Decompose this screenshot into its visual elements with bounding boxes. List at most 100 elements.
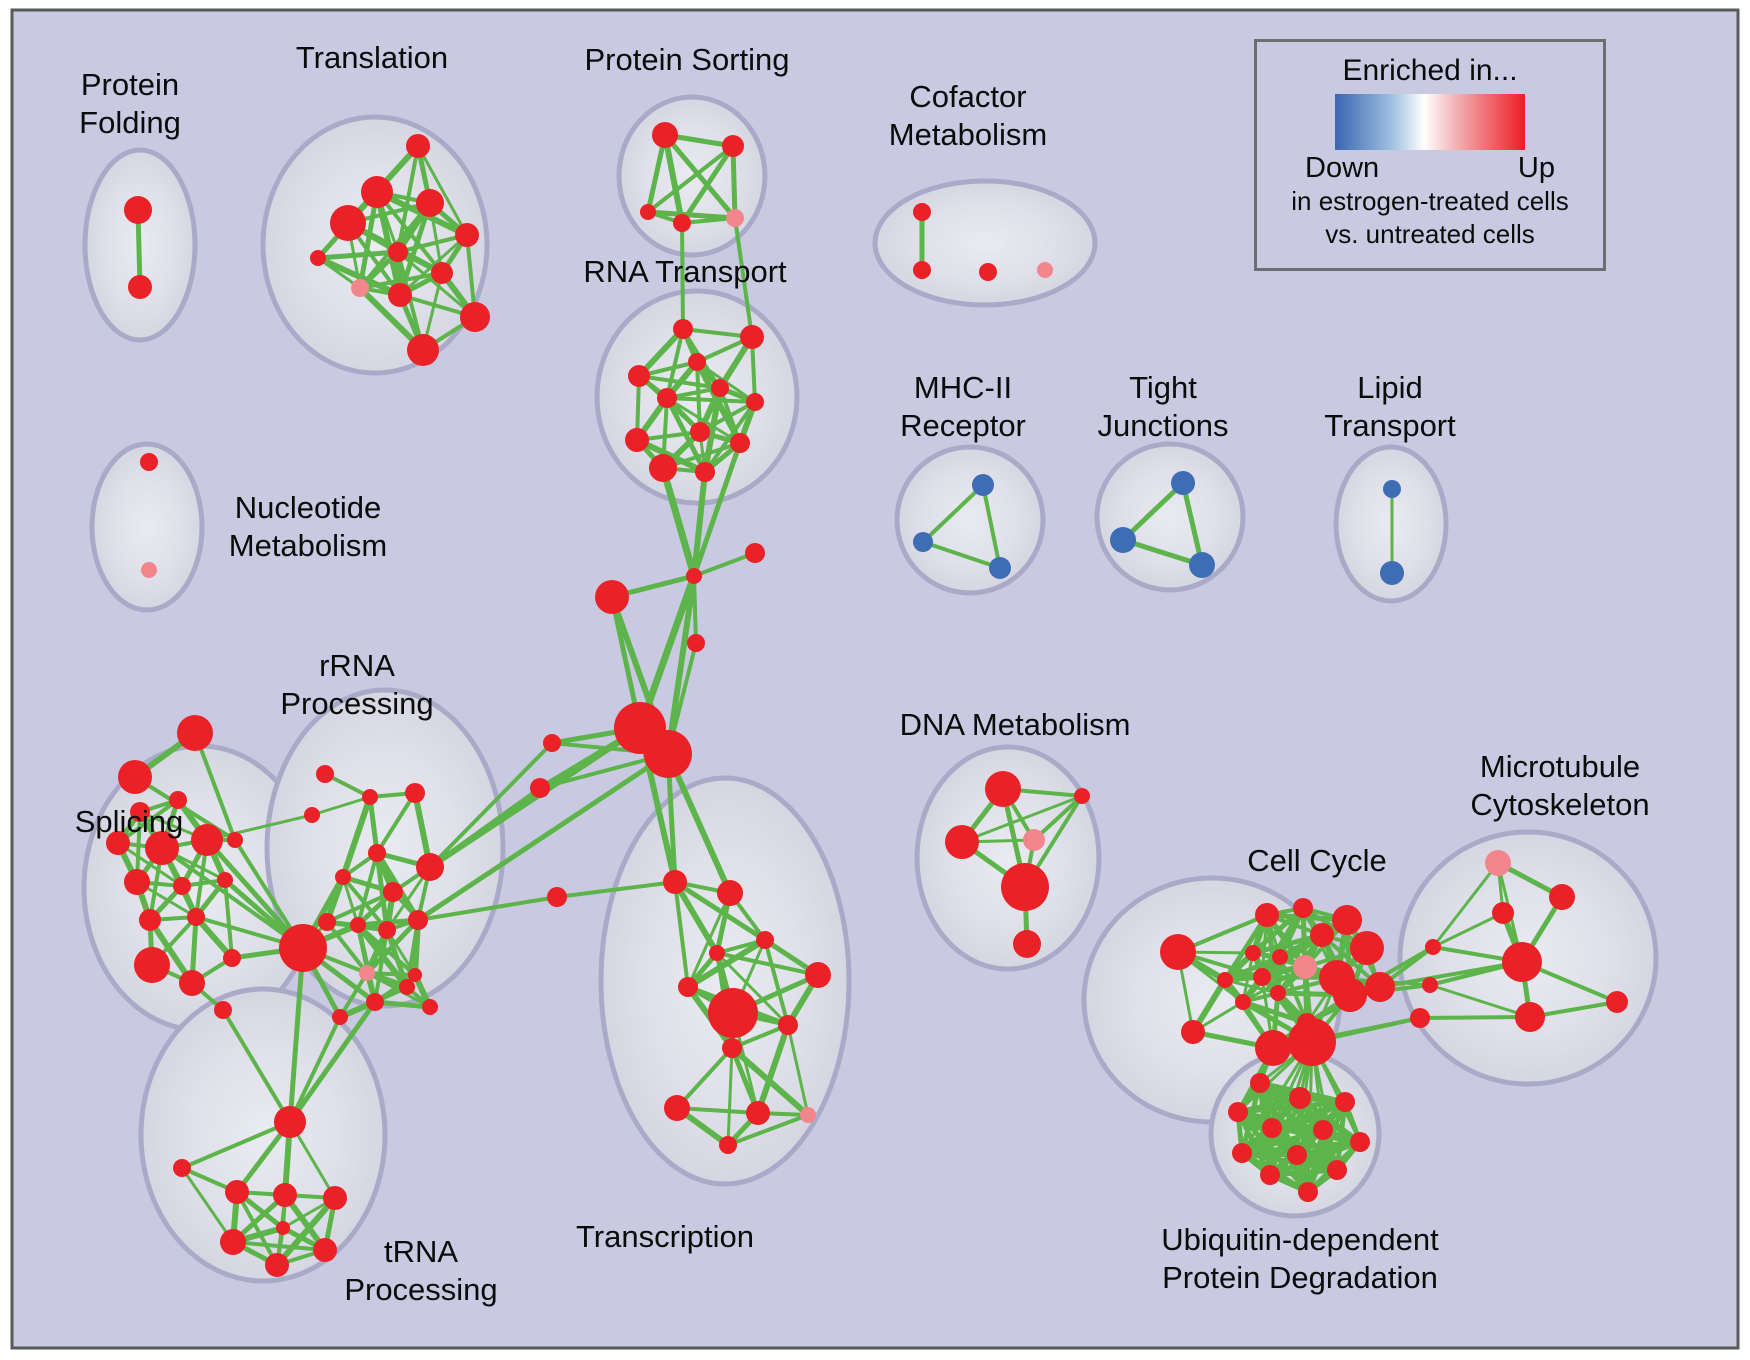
node-connectors bbox=[644, 730, 692, 778]
edge bbox=[398, 233, 469, 297]
edge bbox=[1180, 480, 1205, 568]
cluster-label-tight: Tight bbox=[1129, 370, 1197, 405]
edge bbox=[730, 143, 738, 221]
edge bbox=[287, 945, 306, 1125]
node-rrna bbox=[316, 765, 334, 783]
edge bbox=[384, 927, 410, 990]
cluster-label-rna_transport: RNA Transport bbox=[583, 254, 787, 289]
cluster-label-ubiquitin: Protein Degradation bbox=[1162, 1260, 1438, 1295]
node-trna bbox=[273, 1183, 297, 1207]
node-splicing bbox=[169, 791, 187, 809]
node-cell_cycle bbox=[1235, 994, 1251, 1010]
node-cell_cycle bbox=[1288, 1018, 1336, 1066]
node-lipid bbox=[1380, 561, 1404, 585]
node-connectors bbox=[1410, 1008, 1430, 1028]
node-splicing bbox=[134, 947, 170, 983]
node-ubiquitin bbox=[1313, 1120, 1333, 1140]
node-cell_cycle bbox=[1293, 898, 1313, 918]
node-connectors bbox=[687, 634, 705, 652]
cluster-label-ubiquitin: Ubiquitin-dependent bbox=[1161, 1222, 1439, 1257]
node-dna bbox=[945, 825, 979, 859]
edge bbox=[374, 850, 390, 933]
node-translation bbox=[351, 279, 369, 297]
edge bbox=[729, 1045, 811, 1118]
node-cell_cycle bbox=[1217, 972, 1233, 988]
edge bbox=[686, 891, 732, 989]
node-rna_transport bbox=[628, 365, 650, 387]
node-splicing bbox=[139, 909, 161, 931]
node-rrna bbox=[378, 921, 396, 939]
edge bbox=[1250, 905, 1306, 956]
node-cell_cycle bbox=[1333, 978, 1367, 1012]
node-protein_sorting bbox=[673, 214, 691, 232]
node-mhc2 bbox=[989, 557, 1011, 579]
node-translation bbox=[460, 302, 490, 332]
cluster-label-tight: Junctions bbox=[1098, 408, 1229, 443]
node-rrna bbox=[408, 968, 422, 982]
node-protein_folding bbox=[128, 275, 152, 299]
node-connectors bbox=[118, 760, 152, 794]
edge bbox=[672, 879, 768, 943]
edge bbox=[1223, 978, 1280, 995]
node-transcription bbox=[717, 880, 743, 906]
node-rna_transport bbox=[673, 319, 693, 339]
edge bbox=[375, 791, 417, 855]
cluster-label-rrna: Processing bbox=[280, 686, 433, 721]
node-connectors bbox=[530, 778, 550, 798]
node-connectors bbox=[304, 807, 320, 823]
cluster-label-nucleotide: Nucleotide bbox=[235, 490, 381, 525]
node-cell_cycle bbox=[1272, 949, 1288, 965]
node-mhc2 bbox=[913, 532, 933, 552]
node-transcription bbox=[708, 988, 758, 1038]
edge bbox=[373, 928, 389, 1004]
node-rrna bbox=[399, 979, 415, 995]
cluster-ellipse-tight bbox=[1094, 441, 1246, 593]
node-connectors bbox=[543, 734, 561, 752]
edge bbox=[235, 1190, 279, 1267]
edge bbox=[357, 189, 380, 291]
node-nucleotide bbox=[140, 453, 158, 471]
node-cell_cycle bbox=[1255, 1030, 1291, 1066]
node-cell_cycle bbox=[1310, 923, 1334, 947]
edge bbox=[691, 440, 743, 579]
node-ubiquitin bbox=[1228, 1102, 1248, 1122]
edge bbox=[662, 132, 738, 221]
node-trna bbox=[313, 1238, 337, 1262]
edge bbox=[356, 851, 379, 927]
edge bbox=[1431, 861, 1500, 949]
edge bbox=[726, 1046, 734, 1147]
node-microtubule bbox=[1492, 902, 1514, 924]
cluster-ellipse-dna bbox=[914, 744, 1102, 972]
edge bbox=[180, 1166, 235, 1244]
node-cofactor bbox=[1037, 262, 1053, 278]
node-splicing bbox=[179, 970, 205, 996]
node-trna bbox=[276, 1221, 290, 1235]
node-rrna bbox=[366, 993, 384, 1011]
node-splicing bbox=[191, 824, 223, 856]
edge bbox=[634, 437, 708, 475]
node-transcription bbox=[805, 962, 831, 988]
node-rrna bbox=[368, 844, 386, 862]
cluster-label-splicing: Splicing bbox=[75, 804, 184, 839]
node-trna bbox=[220, 1229, 246, 1255]
node-translation bbox=[361, 176, 393, 208]
node-translation bbox=[310, 250, 326, 266]
node-microtubule bbox=[1515, 1002, 1545, 1032]
cluster-label-cofactor: Cofactor bbox=[909, 79, 1026, 114]
cluster-label-mhc2: MHC-II bbox=[914, 370, 1012, 405]
node-cofactor bbox=[979, 263, 997, 281]
node-trna bbox=[173, 1159, 191, 1177]
edge bbox=[960, 794, 1084, 844]
cluster-label-lipid: Transport bbox=[1324, 408, 1456, 443]
node-protein_sorting bbox=[722, 135, 744, 157]
edge bbox=[221, 1008, 292, 1124]
cluster-label-trna: tRNA bbox=[384, 1234, 458, 1269]
edge bbox=[786, 1023, 810, 1117]
edge bbox=[665, 751, 733, 896]
cluster-label-translation: Translation bbox=[296, 40, 448, 75]
edge bbox=[416, 895, 559, 922]
cluster-ellipse-cofactor bbox=[872, 178, 1098, 308]
node-ubiquitin bbox=[1335, 1092, 1355, 1112]
